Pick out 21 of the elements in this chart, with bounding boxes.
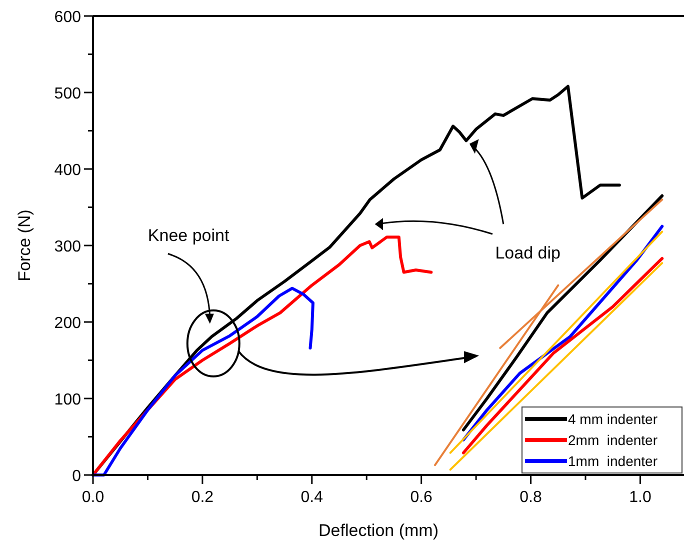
y-tick-label: 0 xyxy=(72,468,82,485)
y-axis-title: Force (N) xyxy=(15,210,34,282)
y-tick-label: 200 xyxy=(54,315,82,332)
legend-label: 2mm indenter xyxy=(568,432,658,448)
annotation: Knee point xyxy=(148,226,230,245)
annotation: Load dip xyxy=(495,244,560,262)
y-tick-label: 600 xyxy=(54,9,82,26)
x-tick-label: 0.4 xyxy=(300,489,324,506)
y-tick-label: 300 xyxy=(54,238,82,256)
x-axis-title: Deflection (mm) xyxy=(318,521,438,540)
x-tick-label: 0.2 xyxy=(191,489,214,506)
y-tick-label: 100 xyxy=(54,392,82,408)
x-tick-label: 0.0 xyxy=(82,489,104,506)
legend-label: 1mm indenter xyxy=(568,453,658,469)
y-tick-label: 500 xyxy=(54,86,82,102)
legend-label: 4 mm indenter xyxy=(568,411,658,427)
line-series xyxy=(92,286,314,476)
x-tick-label: 0.8 xyxy=(520,489,542,506)
x-tick-label: 0.6 xyxy=(410,489,433,506)
x-tick-label: 1.0 xyxy=(629,489,652,506)
y-tick-label: 400 xyxy=(54,162,82,179)
